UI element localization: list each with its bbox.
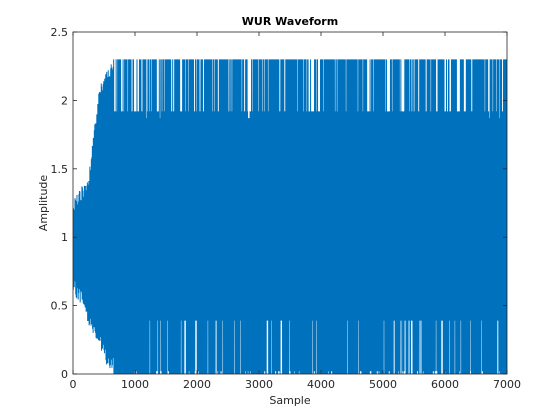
chart-title: WUR Waveform — [242, 15, 338, 28]
x-tick-label: 7000 — [493, 378, 521, 391]
y-axis: 0 0.5 1 1.5 2 2.5 — [51, 26, 507, 381]
x-tick-label: 4000 — [307, 378, 335, 391]
plot-frame — [72, 31, 508, 375]
x-tick-label: 0 — [70, 378, 77, 391]
y-tick-label: 0.5 — [51, 300, 69, 313]
y-tick-label: 1.5 — [51, 163, 69, 176]
x-axis-title: Sample — [269, 394, 310, 407]
x-tick-label: 1000 — [121, 378, 149, 391]
waveform-series — [73, 59, 507, 374]
y-tick-label: 1 — [61, 231, 68, 244]
x-axis: 0 1000 2000 3000 4000 5000 6000 7000 — [70, 32, 521, 391]
y-tick-label: 2.5 — [51, 26, 69, 39]
y-axis-title: Amplitude — [37, 175, 50, 232]
x-tick-label: 2000 — [183, 378, 211, 391]
waveform-line — [73, 59, 507, 374]
x-tick-label: 6000 — [431, 378, 459, 391]
x-tick-label: 3000 — [245, 378, 273, 391]
x-tick-label: 5000 — [369, 378, 397, 391]
y-tick-label: 0 — [61, 368, 68, 381]
y-tick-label: 2 — [61, 94, 68, 107]
